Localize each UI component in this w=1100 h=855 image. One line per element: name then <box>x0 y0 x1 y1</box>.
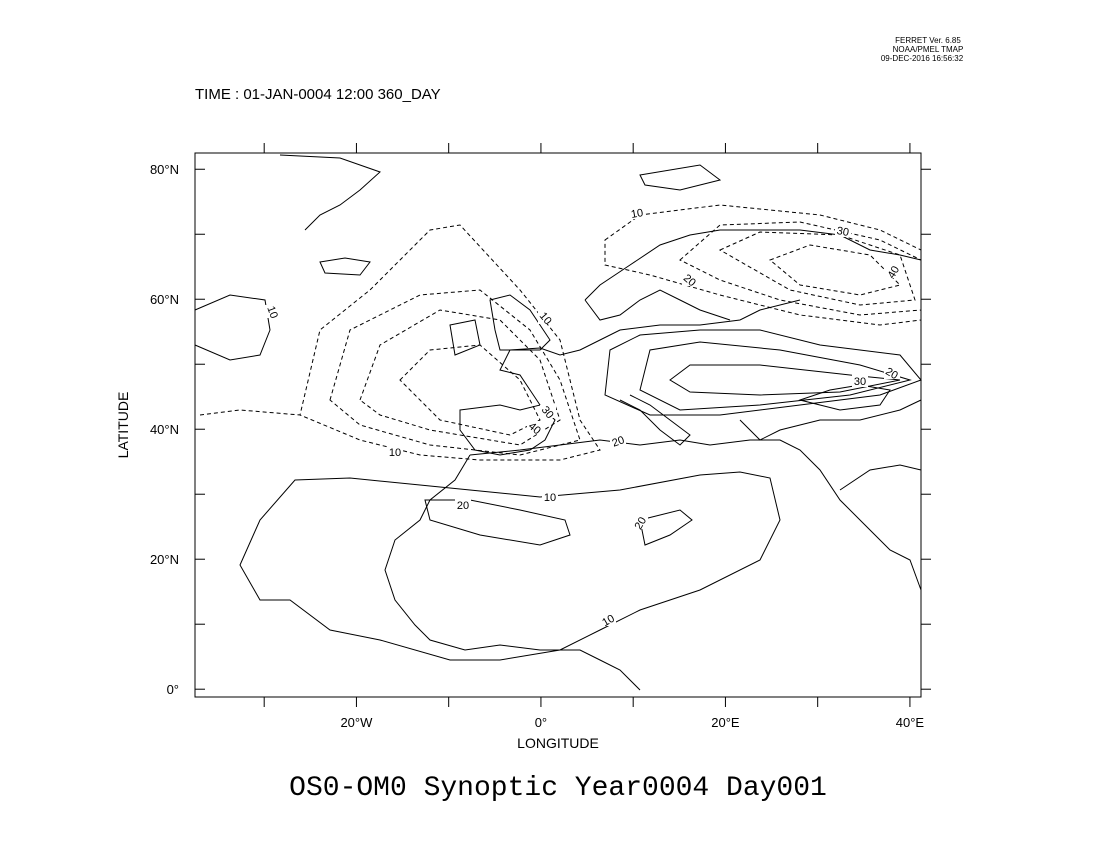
y-tick-label: 0° <box>167 682 179 697</box>
y-axis-label: LATITUDE <box>115 392 131 459</box>
contour-label-bg <box>835 224 851 237</box>
contour-label: 30 <box>854 376 866 388</box>
y-tick-label: 80°N <box>150 162 179 177</box>
contour-label-bg <box>610 434 626 447</box>
time-label: TIME : 01-JAN-0004 12:00 360_DAY <box>195 86 441 103</box>
contour-label-bg <box>632 516 648 529</box>
software-label: FERRET Ver. 6.85 <box>895 36 961 45</box>
contour-label-bg <box>542 490 558 503</box>
contour-label: 40 <box>886 264 903 281</box>
contour-label-bg <box>852 374 868 387</box>
contour-label-bg <box>538 311 554 324</box>
x-tick-label: 0° <box>535 715 547 730</box>
contour-label-bg <box>455 498 471 511</box>
contour-label-bg <box>265 305 281 318</box>
y-tick-label: 40°N <box>150 422 179 437</box>
contour-label: 20 <box>611 434 627 449</box>
contour-label-bg <box>629 206 645 219</box>
y-tick-label: 60°N <box>150 292 179 307</box>
contour-label: 30 <box>836 225 850 239</box>
contour-label: 10 <box>264 305 279 321</box>
contour-label-bg <box>527 421 543 434</box>
contour-label-bg <box>884 366 900 379</box>
map-title: OS0-OM0 Synoptic Year0004 Day001 <box>289 773 827 804</box>
contour-label-bg <box>600 613 616 626</box>
contour-label-bg <box>682 273 698 286</box>
timestamp-label: 09-DEC-2016 16:56:32 <box>881 54 964 63</box>
contour-label-bg <box>540 405 556 418</box>
contour-label: 20 <box>457 500 469 512</box>
contours <box>194 204 922 661</box>
contour-label: 10 <box>389 447 401 459</box>
contour-label: 20 <box>883 366 900 383</box>
contour-label-bg <box>387 445 403 458</box>
contour-label: 10 <box>630 207 644 221</box>
x-tick-label: 20°E <box>711 715 740 730</box>
coastlines <box>279 154 922 691</box>
contour-label-bg <box>885 265 901 278</box>
contour-label: 10 <box>600 613 617 630</box>
contour-label: 20 <box>633 515 650 532</box>
map-frame <box>194 152 922 698</box>
x-tick-label: 40°E <box>896 715 925 730</box>
contour-label: 10 <box>544 492 556 504</box>
x-axis-label: LONGITUDE <box>517 735 599 751</box>
org-label: NOAA/PMEL TMAP <box>893 45 964 54</box>
y-tick-label: 20°N <box>150 552 179 567</box>
x-tick-label: 20°W <box>340 715 373 730</box>
